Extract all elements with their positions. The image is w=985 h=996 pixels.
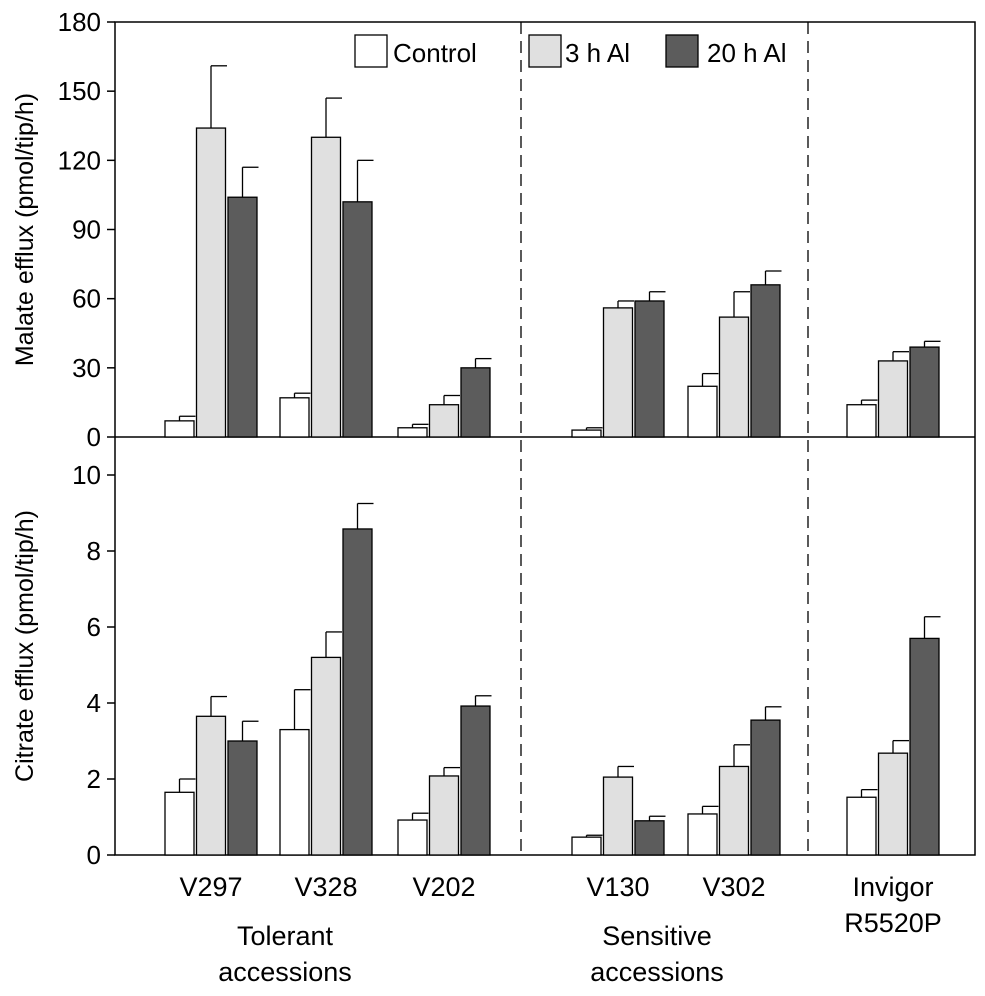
bar <box>687 813 718 856</box>
bar <box>279 397 310 438</box>
bar <box>227 196 258 438</box>
bar <box>164 791 195 856</box>
x-axis-labels: V297 V328 V202 V130 V302 Invigor R5520P Toleran… <box>179 872 941 987</box>
legend: Control 3 h Al 20 h Al <box>354 34 787 68</box>
malate-panel: 0 30 60 90 120 150 180 Malate efflux (pmol/tip/… <box>11 7 941 452</box>
legend-label: 3 h Al <box>565 38 630 68</box>
group-label: Tolerant <box>237 921 334 951</box>
bar <box>602 776 634 856</box>
bar <box>342 201 373 438</box>
group-label: accessions <box>590 957 724 987</box>
group-label: accessions <box>218 957 352 987</box>
bar <box>342 528 373 856</box>
y-tick-label: 4 <box>87 688 101 718</box>
bar <box>877 360 909 438</box>
y-tick-label: 30 <box>72 353 101 383</box>
y-tick-label: 8 <box>87 536 101 566</box>
bar <box>602 307 634 438</box>
bar <box>687 385 718 438</box>
bar <box>227 740 258 856</box>
bar <box>397 819 428 856</box>
bar <box>279 728 310 856</box>
x-tick-label: Invigor <box>852 872 933 902</box>
bar <box>571 429 602 438</box>
bar <box>164 420 195 438</box>
bar <box>634 300 665 438</box>
bar <box>909 637 940 856</box>
y-tick-label: 6 <box>87 612 101 642</box>
bar <box>718 316 750 438</box>
legend-label: Control <box>393 38 477 68</box>
y-tick-label: 90 <box>72 215 101 245</box>
bar <box>718 765 750 856</box>
group-dividers <box>520 22 809 855</box>
plot-frame <box>114 21 976 856</box>
x-tick-label: V297 <box>179 872 242 902</box>
bar <box>397 427 428 438</box>
legend-label: 20 h Al <box>707 38 787 68</box>
bar <box>909 346 940 438</box>
y-axis-label: Citrate efflux (pmol/tip/h) <box>11 510 39 782</box>
x-tick-label: V130 <box>586 872 649 902</box>
bar <box>460 705 491 856</box>
legend-swatch <box>665 34 699 68</box>
bar <box>846 796 877 856</box>
bar <box>750 284 781 438</box>
bar <box>428 775 460 856</box>
citrate-panel: 0 2 4 6 8 10 Citrate efflux (pmol/tip/h) <box>11 460 941 870</box>
y-tick-label: 0 <box>87 840 101 870</box>
bar <box>846 404 877 438</box>
x-tick-label: V328 <box>294 872 357 902</box>
y-tick-label: 10 <box>72 460 101 490</box>
bar <box>634 820 665 856</box>
bar <box>460 367 491 438</box>
bar <box>195 127 227 438</box>
y-tick-label: 120 <box>58 145 101 175</box>
bar <box>310 656 342 856</box>
y-tick-label: 150 <box>58 76 101 106</box>
x-tick-label: R5520P <box>844 908 942 938</box>
y-tick-label: 2 <box>87 764 101 794</box>
bar <box>428 404 460 438</box>
x-tick-label: V202 <box>412 872 475 902</box>
legend-swatch <box>528 34 562 68</box>
bar <box>310 136 342 438</box>
x-tick-label: V302 <box>702 872 765 902</box>
y-tick-label: 180 <box>58 7 101 37</box>
bar <box>750 719 781 856</box>
bar <box>877 752 909 856</box>
y-tick-label: 0 <box>87 422 101 452</box>
y-tick-label: 60 <box>72 284 101 314</box>
y-axis-label: Malate efflux (pmol/tip/h) <box>11 93 39 366</box>
bar <box>195 715 227 856</box>
bar <box>571 836 602 856</box>
plot-border <box>114 21 976 856</box>
group-label: Sensitive <box>602 921 712 951</box>
legend-swatch <box>354 34 388 68</box>
